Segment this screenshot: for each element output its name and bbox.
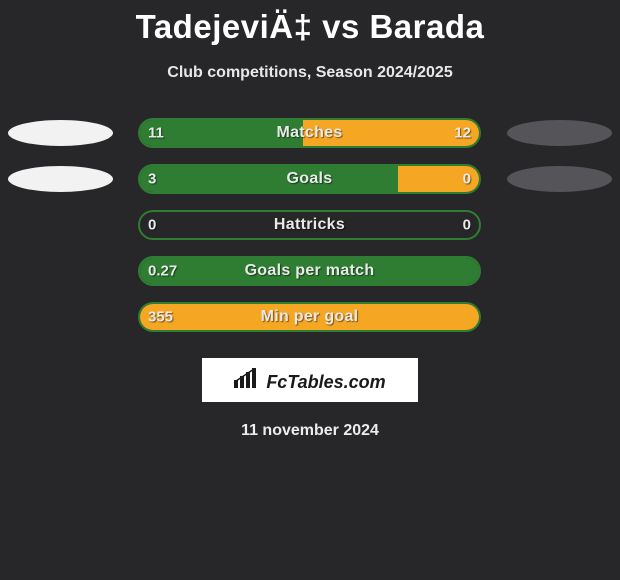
stat-bar-left-fill [140, 166, 398, 192]
stat-bar: 11 12 Matches [138, 118, 481, 148]
stat-value-right: 0 [463, 217, 471, 234]
stat-value-right: 12 [454, 125, 471, 142]
stat-value-right: 0 [463, 171, 471, 188]
stat-row: 11 12 Matches [0, 110, 620, 156]
stat-label: Hattricks [274, 216, 345, 234]
stats-container: 11 12 Matches 3 0 Goals 0 0 Hattricks 0.27 Goals p… [0, 110, 620, 340]
stat-bar: 3 0 Goals [138, 164, 481, 194]
team-badge-left [8, 120, 113, 146]
stat-row: 355 Min per goal [0, 294, 620, 340]
team-badge-right [507, 166, 612, 192]
stat-label: Matches [276, 124, 342, 142]
stat-row: 0.27 Goals per match [0, 248, 620, 294]
stat-row: 0 0 Hattricks [0, 202, 620, 248]
chart-icon [234, 368, 260, 393]
stat-row: 3 0 Goals [0, 156, 620, 202]
team-badge-left [8, 166, 113, 192]
stat-value-left: 11 [148, 125, 164, 142]
stat-value-left: 355 [148, 309, 173, 326]
stat-value-left: 0.27 [148, 263, 177, 280]
stat-bar: 0 0 Hattricks [138, 210, 481, 240]
logo-text: FcTables.com [266, 372, 385, 393]
stat-value-left: 0 [148, 217, 156, 234]
stat-label: Goals [287, 170, 333, 188]
team-badge-right [507, 120, 612, 146]
footer-date: 11 november 2024 [0, 422, 620, 440]
stat-value-left: 3 [148, 171, 156, 188]
stat-label: Min per goal [261, 308, 359, 326]
stat-bar: 0.27 Goals per match [138, 256, 481, 286]
page-subtitle: Club competitions, Season 2024/2025 [0, 64, 620, 82]
logo-box: FcTables.com [202, 358, 418, 402]
stat-label: Goals per match [245, 262, 375, 280]
stat-bar: 355 Min per goal [138, 302, 481, 332]
page-title: TadejeviÄ‡ vs Barada [0, 0, 620, 46]
